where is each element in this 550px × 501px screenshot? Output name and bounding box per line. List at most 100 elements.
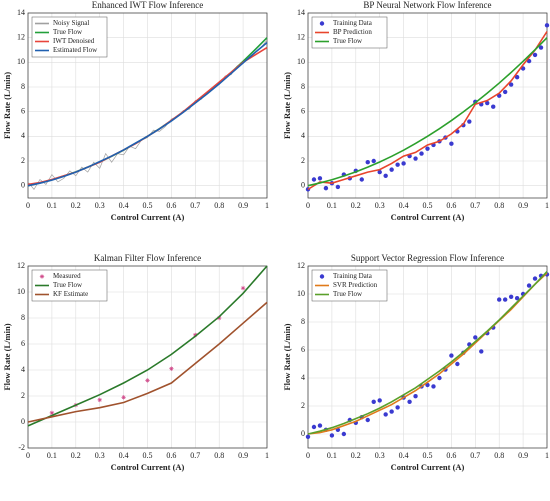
y-tick-label: 8	[301, 317, 305, 326]
x-tick-label: 0.6	[166, 451, 176, 460]
data-point	[145, 378, 150, 383]
legend-swatch	[39, 274, 45, 279]
x-tick-label: 0.7	[190, 201, 200, 210]
y-axis-label: Flow Rate (L/min)	[2, 323, 12, 390]
y-tick-label: 8	[21, 313, 25, 322]
y-tick-label: 4	[301, 131, 305, 140]
legend-label: True Flow	[53, 281, 83, 289]
data-point	[467, 119, 472, 124]
data-point	[169, 366, 174, 371]
y-tick-label: 6	[21, 106, 25, 115]
y-tick-label: 2	[301, 401, 305, 410]
legend-label: Noisy Signal	[53, 19, 89, 27]
x-tick-label: 0.7	[190, 451, 200, 460]
data-line	[307, 272, 548, 435]
data-point	[311, 177, 317, 182]
data-point	[389, 167, 394, 172]
x-tick-label: 0.2	[71, 201, 81, 210]
data-point	[455, 361, 460, 367]
data-point	[532, 276, 538, 281]
data-point	[217, 315, 222, 321]
data-point	[371, 158, 376, 164]
y-tick-label: 12	[297, 261, 305, 270]
y-axis-label: Flow Rate (L/min)	[282, 323, 292, 390]
x-tick-label: 0.8	[494, 201, 504, 210]
plot-frame	[27, 12, 268, 199]
legend-label: SVR Prediction	[333, 281, 378, 289]
x-tick-label: 0.6	[446, 451, 456, 460]
data-point	[121, 395, 126, 400]
data-point	[544, 23, 550, 28]
x-tick-label: 0.5	[423, 451, 433, 460]
data-point	[377, 169, 382, 175]
x-tick-label: 0.8	[494, 451, 504, 460]
data-point	[359, 177, 364, 182]
y-tick-label: 10	[297, 289, 305, 298]
x-tick-label: 0	[306, 201, 310, 210]
x-tick-label: 0.7	[470, 451, 480, 460]
data-point	[532, 52, 538, 58]
data-point	[502, 89, 508, 95]
y-axis-label: Flow Rate (L/min)	[282, 72, 292, 139]
plot-frame	[307, 12, 548, 199]
y-tick-label: 0	[21, 417, 25, 426]
data-point	[538, 45, 544, 50]
legend-label: Measured	[53, 272, 81, 280]
data-line	[307, 37, 548, 187]
legend-label: BP Prediction	[333, 28, 372, 36]
x-tick-label: 0.2	[351, 201, 361, 210]
data-point	[365, 417, 370, 423]
x-tick-label: 1	[545, 201, 549, 210]
plot-frame	[27, 265, 268, 449]
data-point	[413, 156, 418, 161]
data-point	[497, 297, 502, 302]
x-tick-label: 0.4	[119, 451, 129, 460]
x-tick-label: 0.4	[399, 451, 409, 460]
chart-title: Kalman Filter Flow Inference	[94, 253, 201, 263]
x-tick-label: 0.8	[214, 201, 224, 210]
x-tick-label: 0.9	[238, 201, 248, 210]
data-point	[502, 297, 508, 302]
y-tick-label: 2	[21, 156, 25, 165]
x-tick-label: 1	[545, 451, 549, 460]
data-point	[395, 405, 400, 410]
data-point	[329, 433, 335, 438]
x-axis-label: Control Current (A)	[391, 462, 465, 472]
y-tick-label: 10	[17, 57, 25, 66]
data-point	[449, 141, 454, 146]
legend-label: True Flow	[333, 290, 363, 298]
x-tick-label: 0.5	[423, 201, 433, 210]
x-tick-label: 0.1	[327, 201, 337, 210]
data-point	[365, 160, 370, 165]
x-tick-label: 0.9	[518, 201, 528, 210]
data-point	[491, 104, 496, 109]
chart: 0 2 4 6 8 10 12 14 0 0.1 0.2 0.3 0.4 0.5 0.6 0.7 0.8 0.9 1…	[282, 0, 550, 222]
x-tick-label: 0.9	[518, 451, 528, 460]
legend-label: Estimated Flow	[53, 46, 98, 54]
legend-swatch	[319, 274, 325, 279]
y-tick-label: 8	[21, 82, 25, 91]
x-tick-label: 0.1	[47, 451, 57, 460]
data-point	[449, 353, 454, 358]
legend-label: Training Data	[333, 272, 373, 280]
data-point	[508, 82, 514, 87]
data-point	[383, 173, 388, 178]
x-tick-label: 1	[265, 451, 269, 460]
data-point	[473, 335, 478, 340]
data-point	[317, 423, 323, 428]
data-point	[341, 431, 347, 437]
data-point	[97, 397, 102, 403]
y-tick-label: 4	[301, 373, 305, 382]
data-point	[514, 296, 520, 301]
data-point	[401, 161, 406, 166]
x-tick-label: 0.3	[95, 451, 105, 460]
data-point	[383, 412, 388, 417]
x-tick-label: 0.4	[399, 201, 409, 210]
data-line	[307, 271, 548, 435]
x-axis-label: Control Current (A)	[391, 212, 465, 222]
data-line	[27, 301, 268, 423]
x-tick-label: 0.2	[351, 451, 361, 460]
x-tick-label: 0.9	[238, 451, 248, 460]
